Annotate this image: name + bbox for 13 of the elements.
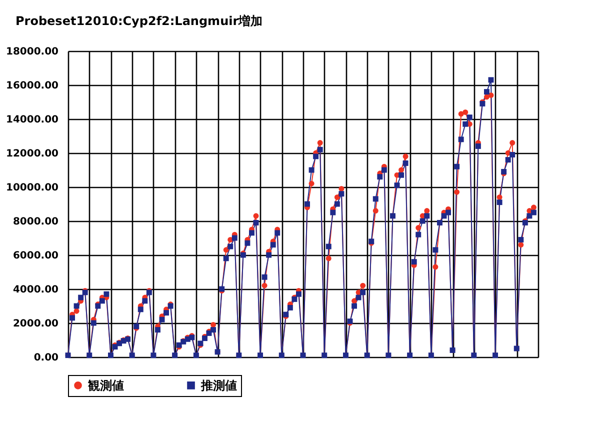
y-tick-label: 14000.00: [6, 114, 59, 126]
legend-label: 観測値: [87, 378, 124, 392]
y-tick-label: 2000.00: [12, 318, 59, 330]
y-tick-label: 8000.00: [12, 216, 59, 228]
y-tick-label: 18000.00: [6, 46, 59, 58]
legend-label: 推測値: [200, 378, 237, 392]
y-tick-label: 4000.00: [12, 284, 59, 296]
y-tick-label: 12000.00: [6, 148, 59, 160]
chart-title: Probeset12010:Cyp2f2:Langmuir増加: [15, 14, 263, 28]
y-tick-label: 0.00: [34, 352, 59, 364]
y-tick-label: 6000.00: [12, 250, 59, 262]
y-tick-label: 16000.00: [6, 80, 59, 92]
y-tick-label: 10000.00: [6, 182, 59, 194]
